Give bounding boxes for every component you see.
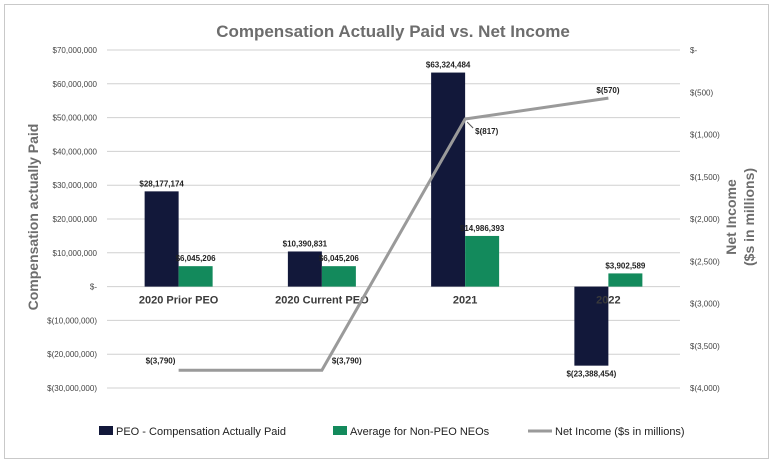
y2-tick-label: $(1,000) (690, 131, 720, 140)
data-label-peo: $63,324,484 (426, 61, 471, 70)
chart-frame (4, 4, 769, 459)
category-label: 2021 (453, 295, 477, 307)
y-tick-label: $- (90, 283, 97, 292)
y2-axis-label-line2: ($s in millions) (741, 168, 757, 266)
bar-non-peo (321, 266, 356, 287)
y-tick-label: $(20,000,000) (47, 350, 97, 359)
y2-tick-label: $(2,000) (690, 215, 720, 224)
bars (144, 72, 643, 366)
y-tick-label: $50,000,000 (53, 114, 98, 123)
y2-axis-label-line1: Net Income (723, 179, 739, 255)
y-tick-label: $60,000,000 (53, 80, 98, 89)
legend-swatch-non-peo (333, 426, 347, 435)
y-tick-label: $30,000,000 (53, 181, 98, 190)
data-label-net-income: $(570) (596, 86, 619, 95)
bar-peo (144, 191, 179, 287)
data-label-net-income: $(3,790) (332, 356, 362, 365)
net-income-line (178, 96, 609, 372)
y2-tick-label: $(2,500) (690, 257, 720, 266)
bar-non-peo (465, 235, 500, 287)
legend-label-net-income: Net Income ($s in millions) (555, 426, 685, 438)
category-labels: 2020 Prior PEO 2020 Current PEO 2021 2022 (139, 295, 621, 307)
y-tick-label: $(30,000,000) (47, 384, 97, 393)
legend-label-peo: PEO - Compensation Actually Paid (116, 426, 286, 438)
data-label-non-peo: $6,045,206 (319, 254, 360, 263)
y-tick-label: $(10,000,000) (47, 316, 97, 325)
data-label-net-income: $(817) (475, 127, 498, 136)
net-income-line-group (178, 96, 609, 372)
y2-tick-label: $(4,000) (690, 384, 720, 393)
y-axis-label: Compensation actually Paid (25, 124, 41, 311)
y2-tick-label: $(500) (690, 88, 713, 97)
data-label-non-peo: $6,045,206 (176, 254, 217, 263)
y-tick-label: $40,000,000 (53, 147, 98, 156)
bar-peo (431, 72, 466, 287)
bar-peo (574, 286, 609, 366)
category-label: 2022 (596, 295, 620, 307)
y-tick-label: $20,000,000 (53, 215, 98, 224)
data-label-non-peo: $14,986,393 (460, 224, 505, 233)
data-label-net-income: $(3,790) (146, 356, 176, 365)
chart-title: Compensation Actually Paid vs. Net Incom… (216, 22, 570, 41)
y2-axis-ticks: $- $(500) $(1,000) $(1,500) $(2,000) $(2,500)… (690, 46, 720, 393)
y2-tick-label: $(1,500) (690, 173, 720, 182)
leader-line (466, 121, 474, 129)
y-tick-label: $10,000,000 (53, 249, 98, 258)
data-label-peo: $10,390,831 (283, 239, 328, 248)
bar-non-peo (608, 273, 643, 287)
bar-peo (287, 251, 322, 287)
data-label-peo: $(23,388,454) (566, 370, 616, 379)
data-labels: $28,177,174 $10,390,831 $63,324,484 $(23,38… (139, 61, 646, 379)
y2-tick-label: $(3,000) (690, 300, 720, 309)
legend: PEO - Compensation Actually Paid Average… (99, 426, 685, 438)
data-label-peo: $28,177,174 (139, 179, 184, 188)
y2-tick-label: $(3,500) (690, 342, 720, 351)
y2-tick-label: $- (690, 46, 697, 55)
y-tick-label: $70,000,000 (53, 46, 98, 55)
category-label: 2020 Prior PEO (139, 295, 219, 307)
category-label: 2020 Current PEO (275, 295, 369, 307)
legend-label-non-peo: Average for Non-PEO NEOs (350, 426, 490, 438)
y-axis-ticks: $70,000,000 $60,000,000 $50,000,000 $40,000… (47, 46, 97, 393)
data-label-non-peo: $3,902,589 (605, 261, 646, 270)
legend-swatch-peo (99, 426, 113, 435)
bar-non-peo (178, 266, 213, 287)
